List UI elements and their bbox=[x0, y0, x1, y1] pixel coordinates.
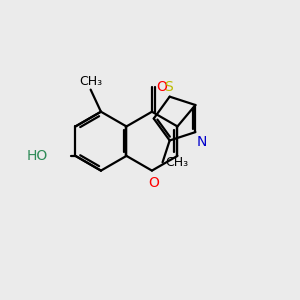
Text: HO: HO bbox=[26, 149, 47, 163]
Text: S: S bbox=[164, 80, 172, 94]
Text: CH₃: CH₃ bbox=[79, 75, 102, 88]
Text: N: N bbox=[197, 135, 207, 149]
Text: CH₃: CH₃ bbox=[165, 156, 188, 169]
Text: O: O bbox=[148, 176, 159, 190]
Text: O: O bbox=[156, 80, 167, 94]
